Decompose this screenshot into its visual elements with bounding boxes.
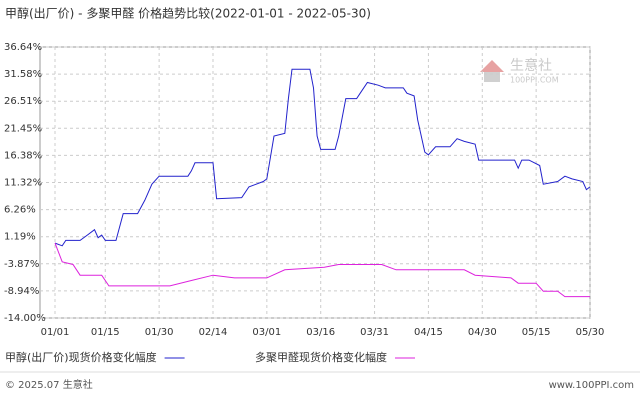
x-tick-label: 04/15 [414, 327, 443, 338]
watermark-name: 生意社 [510, 57, 552, 74]
x-tick-label: 03/31 [360, 327, 389, 338]
watermark-logo [480, 60, 504, 72]
footer-right: www.100PPI.com [549, 380, 634, 391]
x-tick-label: 05/15 [522, 327, 551, 338]
x-tick-label: 05/30 [576, 327, 605, 338]
y-tick-label: 26.51% [4, 96, 42, 107]
legend-label: 多聚甲醛现货价格变化幅度 [255, 350, 387, 364]
chart-title: 甲醇(出厂价) - 多聚甲醛 价格趋势比较(2022-01-01 - 2022-… [5, 6, 371, 21]
y-tick-label: -3.87% [4, 259, 39, 270]
y-tick-label: 11.32% [4, 178, 42, 189]
x-tick-label: 02/14 [199, 327, 228, 338]
watermark-site: 100PPI.COM [510, 76, 559, 85]
y-tick-label: 6.26% [4, 205, 36, 216]
y-tick-label: -14.00% [4, 313, 46, 324]
footer-left: © 2025.07 生意社 [5, 378, 93, 391]
y-tick-label: 1.19% [4, 232, 36, 243]
x-tick-label: 03/16 [306, 327, 335, 338]
series-line [54, 242, 590, 298]
x-tick-label: 04/30 [468, 327, 497, 338]
x-tick-label: 03/01 [252, 327, 281, 338]
x-tick-label: 01/01 [41, 327, 70, 338]
y-tick-label: -8.94% [4, 286, 39, 297]
series-line [54, 68, 591, 247]
x-tick-label: 01/30 [145, 327, 174, 338]
y-tick-label: 31.58% [4, 69, 42, 80]
y-tick-label: 16.38% [4, 150, 42, 161]
x-tick-label: 01/15 [91, 327, 120, 338]
y-tick-label: 36.64% [4, 42, 42, 53]
watermark-logo-base [484, 72, 500, 82]
watermark: 生意社 100PPI.COM [480, 57, 559, 85]
y-tick-label: 21.45% [4, 123, 42, 134]
legend-label: 甲醇(出厂价)现货价格变化幅度 [5, 350, 157, 364]
